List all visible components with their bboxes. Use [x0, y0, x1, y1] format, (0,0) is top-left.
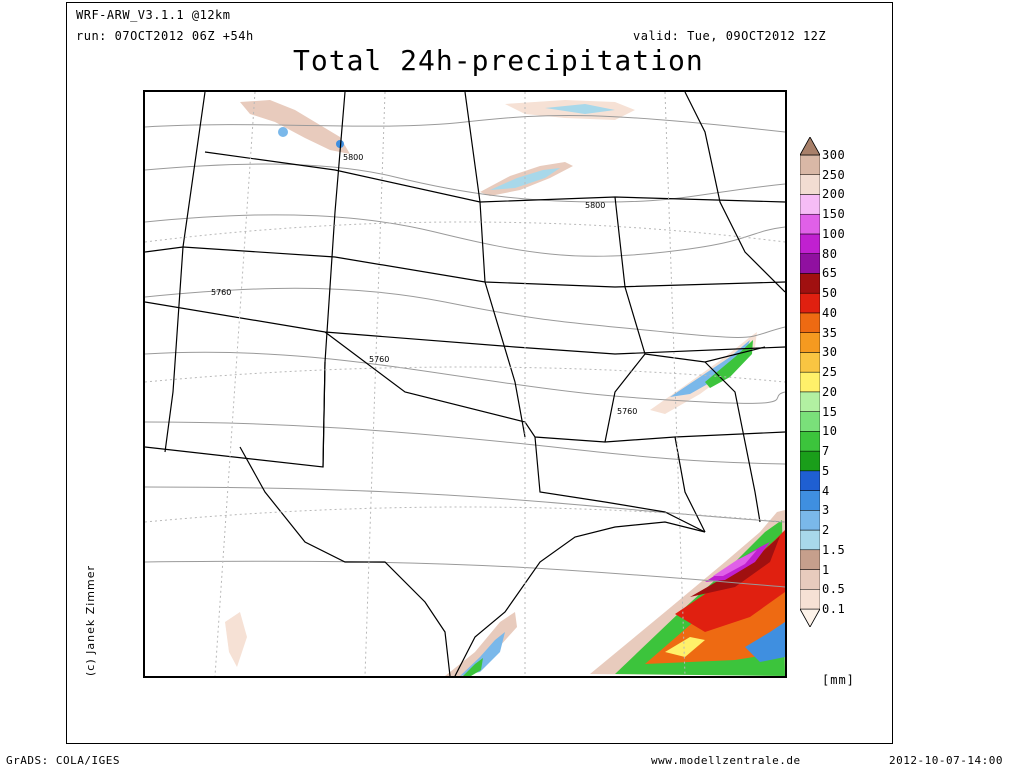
- colorbar-band: [800, 529, 820, 551]
- colorbar-band: [800, 174, 820, 195]
- colorbar-band: [800, 233, 820, 254]
- colorbar-band: [800, 431, 820, 452]
- colorbar-band: [800, 312, 820, 333]
- colorbar-band: [800, 154, 820, 175]
- colorbar-tick-label: 5: [822, 463, 830, 478]
- colorbar-tick-label: 40: [822, 305, 838, 320]
- precip-se-green: [705, 340, 753, 388]
- colorbar-band: [800, 332, 820, 353]
- colorbar-band: [800, 352, 820, 373]
- precip-coast-blue: [460, 632, 505, 676]
- colorbar-tick-label: 2: [822, 523, 830, 538]
- colorbar-tick-label: 100: [822, 226, 846, 241]
- colorbar-band: [800, 549, 820, 570]
- colorbar-tick-label: 300: [822, 148, 846, 162]
- precip-gulf-darkred: [690, 536, 780, 597]
- contour-label: 5760: [211, 288, 231, 297]
- contour-label: 5800: [585, 201, 605, 210]
- colorbar-band: [800, 194, 820, 215]
- colorbar: [800, 137, 820, 627]
- precip-gulf-pink: [713, 550, 757, 576]
- colorbar-tick-label: 65: [822, 266, 838, 281]
- precip-coast-green: [463, 658, 483, 676]
- footer-right: 2012-10-07-14:00: [889, 754, 1003, 767]
- colorbar-tick-label: 0.1: [822, 602, 846, 616]
- colorbar-band: [800, 292, 820, 314]
- precip-top-blue: [545, 104, 615, 114]
- colorbar-band: [800, 273, 820, 294]
- colorbar-band: [800, 371, 820, 393]
- precip-montana-light: [240, 100, 350, 154]
- colorbar-tick-label: 0.5: [822, 582, 846, 597]
- contour-label: 5800: [343, 153, 363, 162]
- colorbar-band: [800, 569, 820, 590]
- colorbar-tick-label: 4: [822, 483, 830, 498]
- colorbar-tick-label: 10: [822, 424, 838, 439]
- graticule: [145, 92, 785, 676]
- height-contours: [145, 114, 785, 588]
- precip-gulf-blue: [745, 622, 785, 662]
- credit-label: (c) Janek Zimmer: [84, 564, 97, 676]
- precip-montana-blue2: [336, 140, 344, 148]
- contour-label: 5760: [617, 407, 637, 416]
- footer-center: www.modellzentrale.de: [651, 754, 801, 767]
- colorbar-band: [800, 411, 820, 432]
- model-label: WRF-ARW_V3.1.1 @12km: [76, 8, 231, 22]
- colorbar-band: [800, 253, 820, 274]
- colorbar-min-triangle: [800, 608, 820, 627]
- map-canvas: 5800 5800 5760 5760 5760: [145, 92, 785, 676]
- colorbar-band: [800, 213, 820, 235]
- plot-frame: [66, 2, 893, 744]
- colorbar-band: [800, 470, 820, 491]
- colorbar-band: [800, 589, 820, 610]
- valid-label: valid: Tue, 09OCT2012 12Z: [633, 29, 827, 43]
- colorbar-tick-label: 7: [822, 444, 830, 459]
- colorbar-tick-label: 200: [822, 187, 846, 202]
- colorbar-tick-label: 25: [822, 365, 838, 380]
- colorbar-tick-label: 80: [822, 246, 838, 261]
- colorbar-tick-label: 3: [822, 503, 830, 518]
- colorbar-band: [800, 490, 820, 511]
- colorbar-tick-label: 50: [822, 286, 838, 301]
- unit-label: [mm]: [822, 673, 855, 687]
- precip-shading: [225, 100, 785, 676]
- footer-left: GrADS: COLA/IGES: [6, 754, 120, 767]
- colorbar-tick-label: 1.5: [822, 542, 846, 557]
- state-borders: [145, 92, 785, 676]
- chart-title: Total 24h-precipitation: [293, 44, 704, 77]
- colorbar-tick-label: 150: [822, 207, 846, 222]
- colorbar-max-triangle: [800, 137, 820, 156]
- precip-montana-blue1: [278, 127, 288, 137]
- colorbar-tick-label: 1: [822, 562, 830, 577]
- colorbar-tick-label: 35: [822, 325, 838, 340]
- colorbar-tick-label: 15: [822, 404, 838, 419]
- precip-gulf-yellow: [665, 637, 705, 657]
- run-label: run: 07OCT2012 06Z +54h: [76, 29, 254, 43]
- colorbar-tick-label: 30: [822, 345, 838, 360]
- colorbar-tick-label: 250: [822, 167, 846, 182]
- colorbar-band: [800, 450, 820, 472]
- contour-label-group: 5800 5800 5760 5760 5760: [211, 153, 637, 416]
- colorbar-band: [800, 510, 820, 531]
- precip-gulf-orange: [645, 532, 785, 664]
- precip-mexico-light: [225, 612, 247, 667]
- colorbar-band: [800, 391, 820, 412]
- contour-label: 5760: [369, 355, 389, 364]
- precip-coast-light: [445, 612, 517, 676]
- colorbar-tick-label: 20: [822, 384, 838, 399]
- precipitation-map: 5800 5800 5760 5760 5760: [143, 90, 787, 678]
